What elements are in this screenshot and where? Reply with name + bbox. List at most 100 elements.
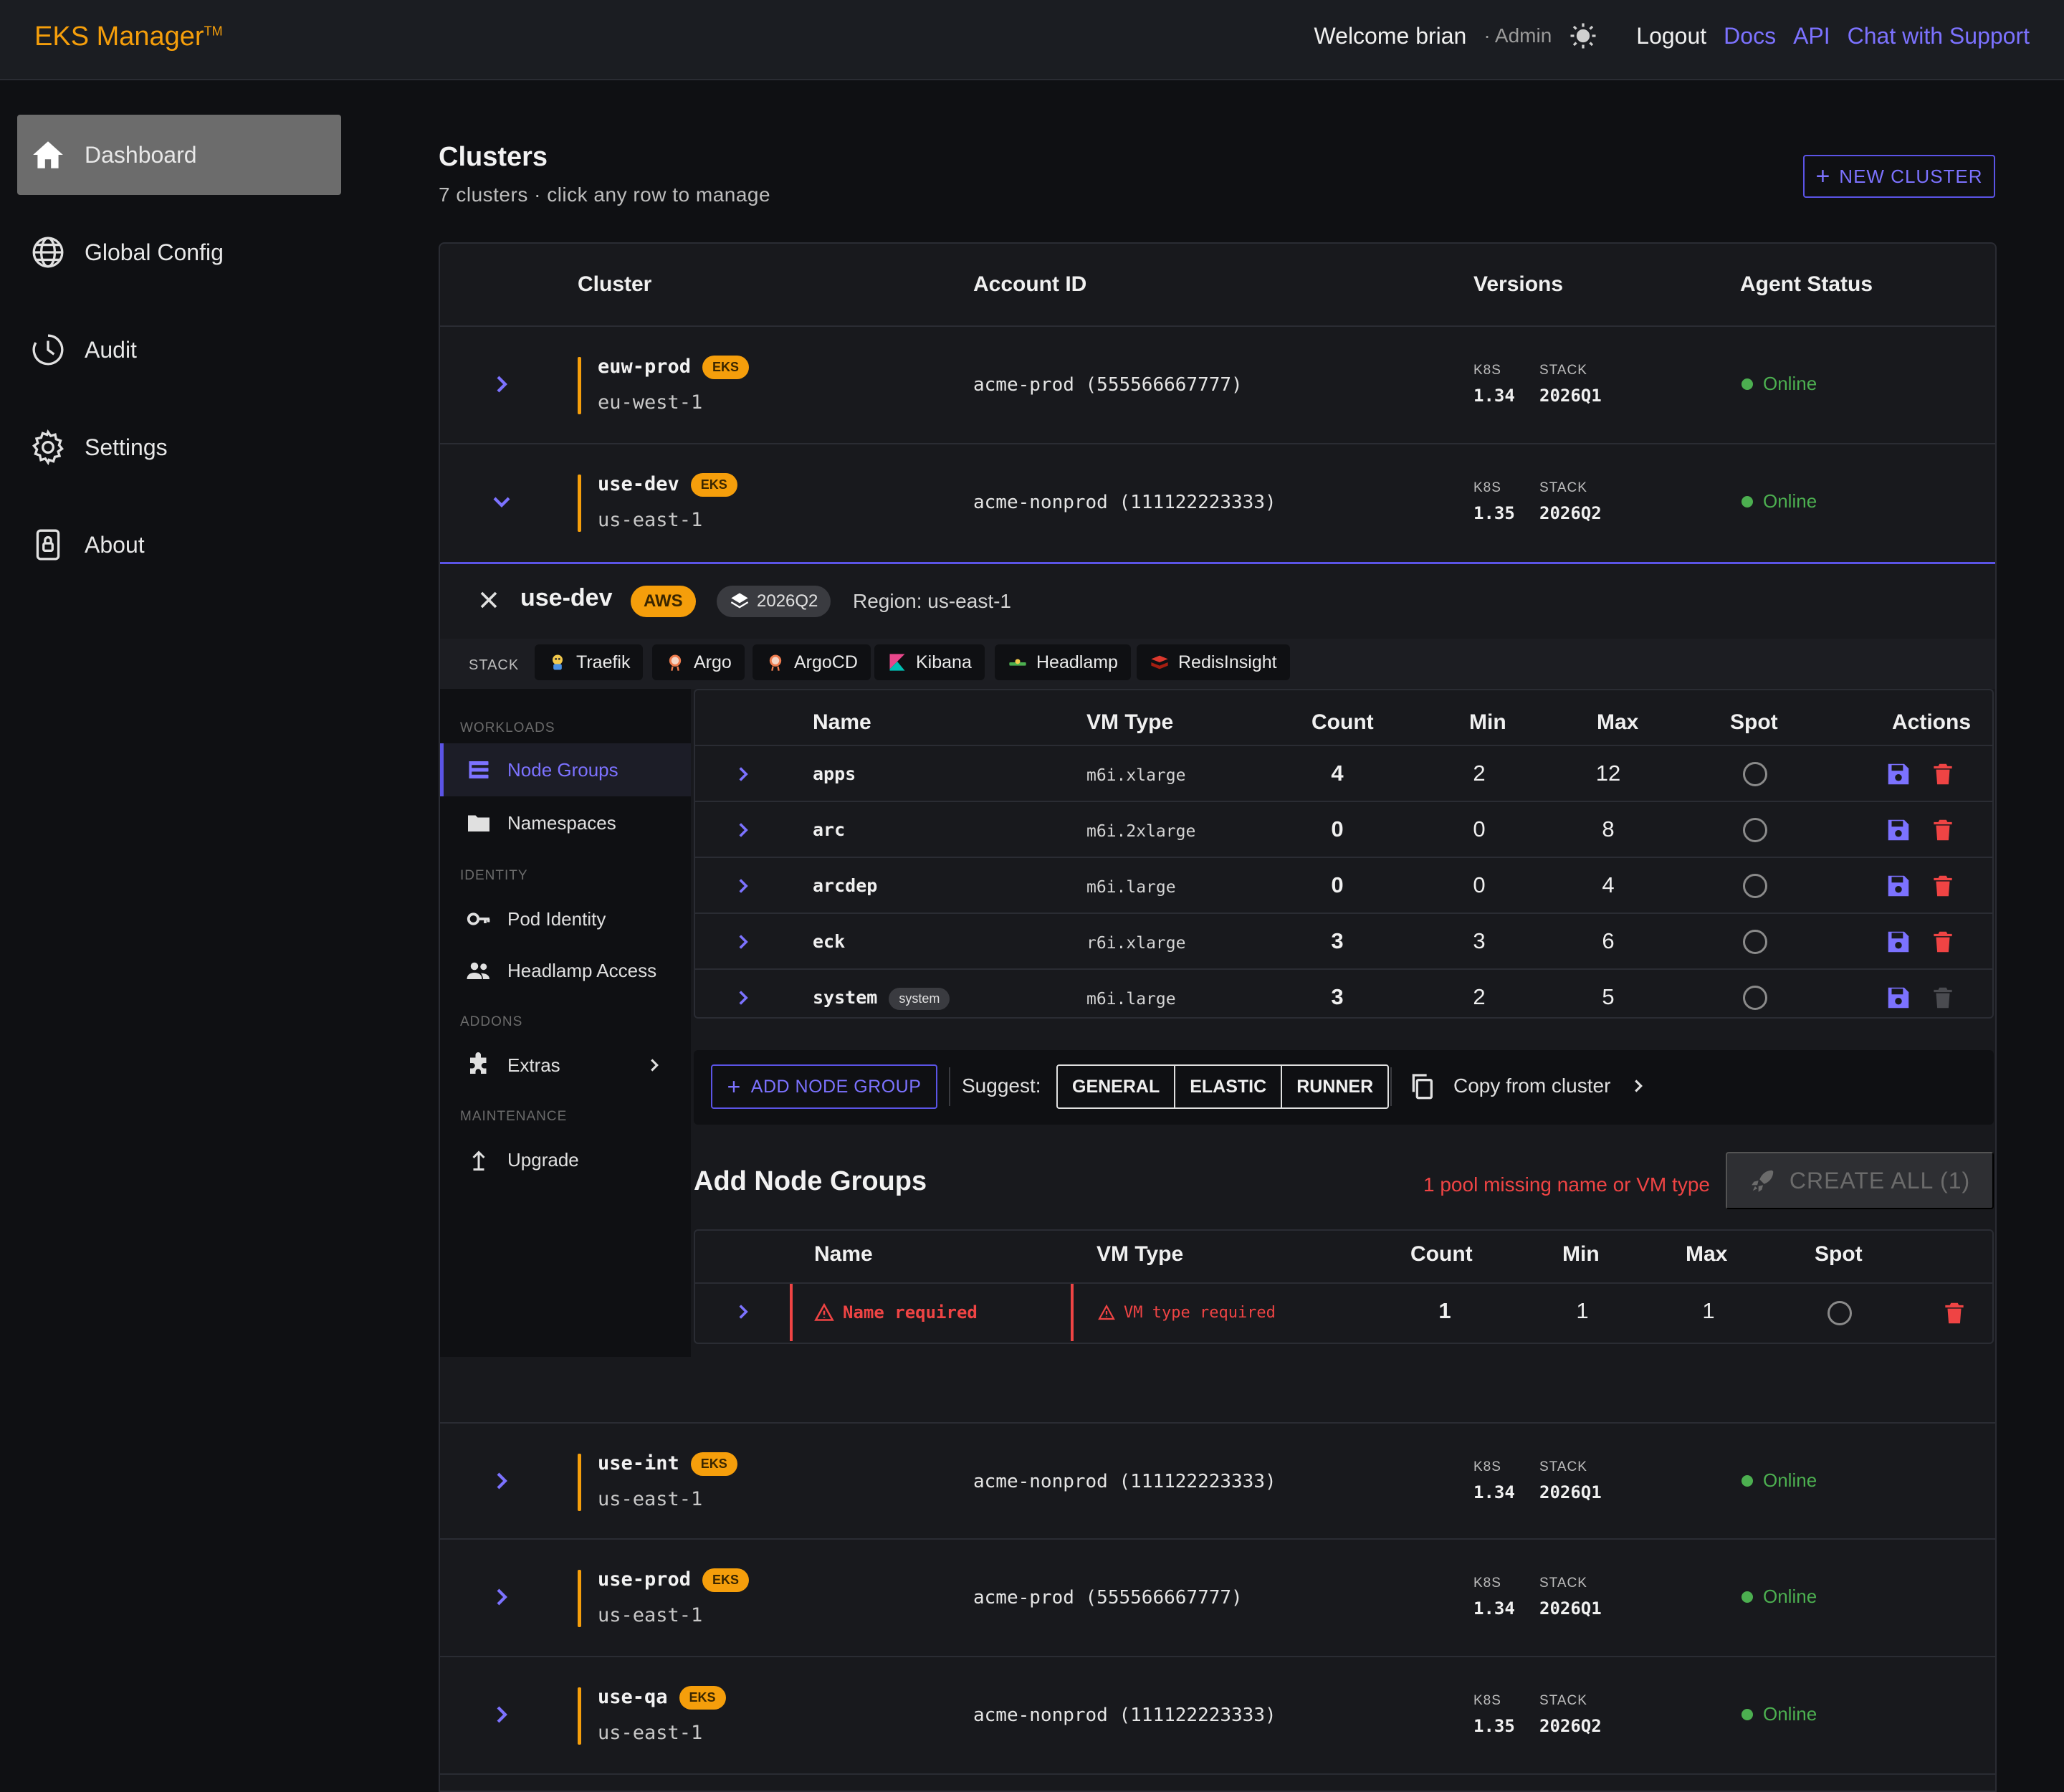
status-text: Online [1763,1703,1817,1725]
new-node-group-row[interactable]: Name required VM type required 1 1 1 [695,1282,1992,1343]
add-node-groups-table: Name VM Type Count Min Max Spot Name req… [694,1229,1994,1344]
spot-radio[interactable] [1743,986,1767,1010]
save-icon[interactable] [1885,816,1912,844]
chevron-right-icon[interactable] [487,1467,516,1495]
node-group-row[interactable]: apps m6i.xlarge 4 2 12 [695,745,1992,801]
create-all-button[interactable]: CREATE ALL (1) [1726,1152,1994,1209]
chevron-right-icon[interactable] [731,986,755,1010]
cluster-row-euw-prod[interactable]: euw-prod EKS eu-west-1 acme-prod (5555666… [440,327,1995,444]
add-node-group-button[interactable]: + ADD NODE GROUP [711,1064,937,1109]
trash-icon[interactable] [1929,928,1956,955]
stack-item-kibana[interactable]: Kibana [874,644,985,680]
header-account[interactable]: Account ID [973,272,1087,296]
docs-link[interactable]: Docs [1724,22,1777,49]
ng-name: system system [813,987,950,1010]
header-versions[interactable]: Versions [1473,272,1564,296]
suggest-general-button[interactable]: GENERAL [1058,1066,1176,1107]
cluster-row-use-int[interactable]: use-int EKS us-east-1 acme-nonprod (11112… [440,1422,1995,1540]
chevron-right-icon[interactable] [487,1700,516,1729]
gear-icon [30,429,66,465]
trash-icon[interactable] [1941,1300,1968,1327]
chevron-down-icon[interactable] [487,487,516,516]
ng-max: 12 [1595,761,1621,786]
system-badge: system [889,987,950,1010]
subnav-pod-identity[interactable]: Pod Identity [440,892,691,945]
spot-radio[interactable] [1828,1301,1852,1325]
name-input-error[interactable]: Name required [790,1284,1071,1341]
eks-badge: EKS [690,1452,737,1476]
trash-icon[interactable] [1929,872,1956,900]
sidebar-item-global-config[interactable]: Global Config [17,212,341,292]
ang-max[interactable]: 1 [1702,1298,1715,1323]
save-icon[interactable] [1885,872,1912,900]
subnav-label: Pod Identity [507,907,606,930]
cluster-row-use-qa[interactable]: use-qa EKS us-east-1 acme-nonprod (111122… [440,1657,1995,1775]
ang-count[interactable]: 1 [1438,1298,1451,1323]
chevron-right-icon[interactable] [731,930,755,954]
trash-icon[interactable] [1929,761,1956,788]
stack-item-argocd[interactable]: ArgoCD [752,644,871,680]
spot-radio[interactable] [1743,762,1767,786]
save-icon[interactable] [1885,761,1912,788]
node-group-row[interactable]: eck r6i.xlarge 3 3 6 [695,912,1992,968]
new-cluster-button[interactable]: + NEW CLUSTER [1803,155,1995,198]
stack-item-argo[interactable]: Argo [652,644,745,680]
save-icon[interactable] [1885,928,1912,955]
ng-count: 0 [1331,816,1344,842]
vm-error-text: VM type required [1124,1303,1276,1322]
cluster-region: eu-west-1 [598,391,703,414]
cluster-row-use-prod[interactable]: use-prod EKS us-east-1 acme-prod (5555666… [440,1540,1995,1657]
support-link[interactable]: Chat with Support [1847,22,2030,49]
plus-icon: + [727,1074,741,1100]
sidebar-item-dashboard[interactable]: Dashboard [17,115,341,195]
vm-type-input-error[interactable]: VM type required [1071,1284,1357,1341]
theme-toggle-icon[interactable] [1569,22,1597,50]
stack-item-headlamp[interactable]: Headlamp [995,644,1131,680]
close-icon[interactable] [474,586,503,614]
header-cluster[interactable]: Cluster [578,272,652,296]
ng-header-count: Count [1312,710,1374,734]
header-agent-status[interactable]: Agent Status [1740,272,1873,296]
sidebar-item-audit[interactable]: Audit [17,310,341,390]
subnav-extras[interactable]: Extras [440,1039,691,1092]
suggest-elastic-button[interactable]: ELASTIC [1175,1066,1283,1107]
chevron-right-icon [644,1054,665,1081]
copy-from-cluster-button[interactable]: Copy from cluster [1408,1072,1649,1100]
suggest-runner-button[interactable]: RUNNER [1296,1076,1374,1097]
lock-icon [30,527,66,563]
subnav-node-groups[interactable]: Node Groups [440,743,691,796]
node-group-row[interactable]: system system m6i.large 3 2 5 [695,968,1992,1024]
chevron-right-icon[interactable] [731,762,755,786]
detail-region: Region: us-east-1 [853,590,1012,612]
subnav-namespaces[interactable]: Namespaces [440,796,691,849]
cluster-row-use-dev[interactable]: use-dev EKS us-east-1 acme-nonprod (11112… [440,444,1995,562]
spot-radio[interactable] [1743,818,1767,842]
api-link[interactable]: API [1793,22,1830,49]
node-group-row[interactable]: arc m6i.2xlarge 0 0 8 [695,801,1992,857]
subnav-upgrade[interactable]: Upgrade [440,1133,691,1186]
chevron-right-icon[interactable] [731,1300,755,1324]
sidebar-item-label: Audit [85,336,137,363]
chevron-right-icon[interactable] [731,818,755,842]
stack-label: STACK [1539,1459,1587,1474]
cluster-name-text: use-int [598,1452,679,1474]
trash-icon[interactable] [1929,816,1956,844]
subnav-label: Upgrade [507,1148,579,1171]
logout-link[interactable]: Logout [1636,22,1707,49]
sidebar-item-about[interactable]: About [17,505,341,585]
spot-radio[interactable] [1743,930,1767,954]
brand-logo[interactable]: EKS ManagerTM [34,22,223,52]
sidebar-item-settings[interactable]: Settings [17,407,341,487]
subnav-headlamp-access[interactable]: Headlamp Access [440,944,691,997]
node-group-row[interactable]: arcdep m6i.large 0 0 4 [695,857,1992,912]
subnav-label: Node Groups [507,758,618,781]
spot-radio[interactable] [1743,874,1767,898]
stack-item-redisinsight[interactable]: RedisInsight [1137,644,1290,680]
save-icon[interactable] [1885,984,1912,1011]
stack-item-traefik[interactable]: Traefik [535,644,644,680]
chevron-right-icon[interactable] [487,1583,516,1611]
chevron-right-icon[interactable] [487,370,516,399]
ang-min[interactable]: 1 [1576,1298,1589,1323]
chevron-right-icon[interactable] [731,874,755,898]
k8s-version: 1.34 [1473,386,1515,406]
